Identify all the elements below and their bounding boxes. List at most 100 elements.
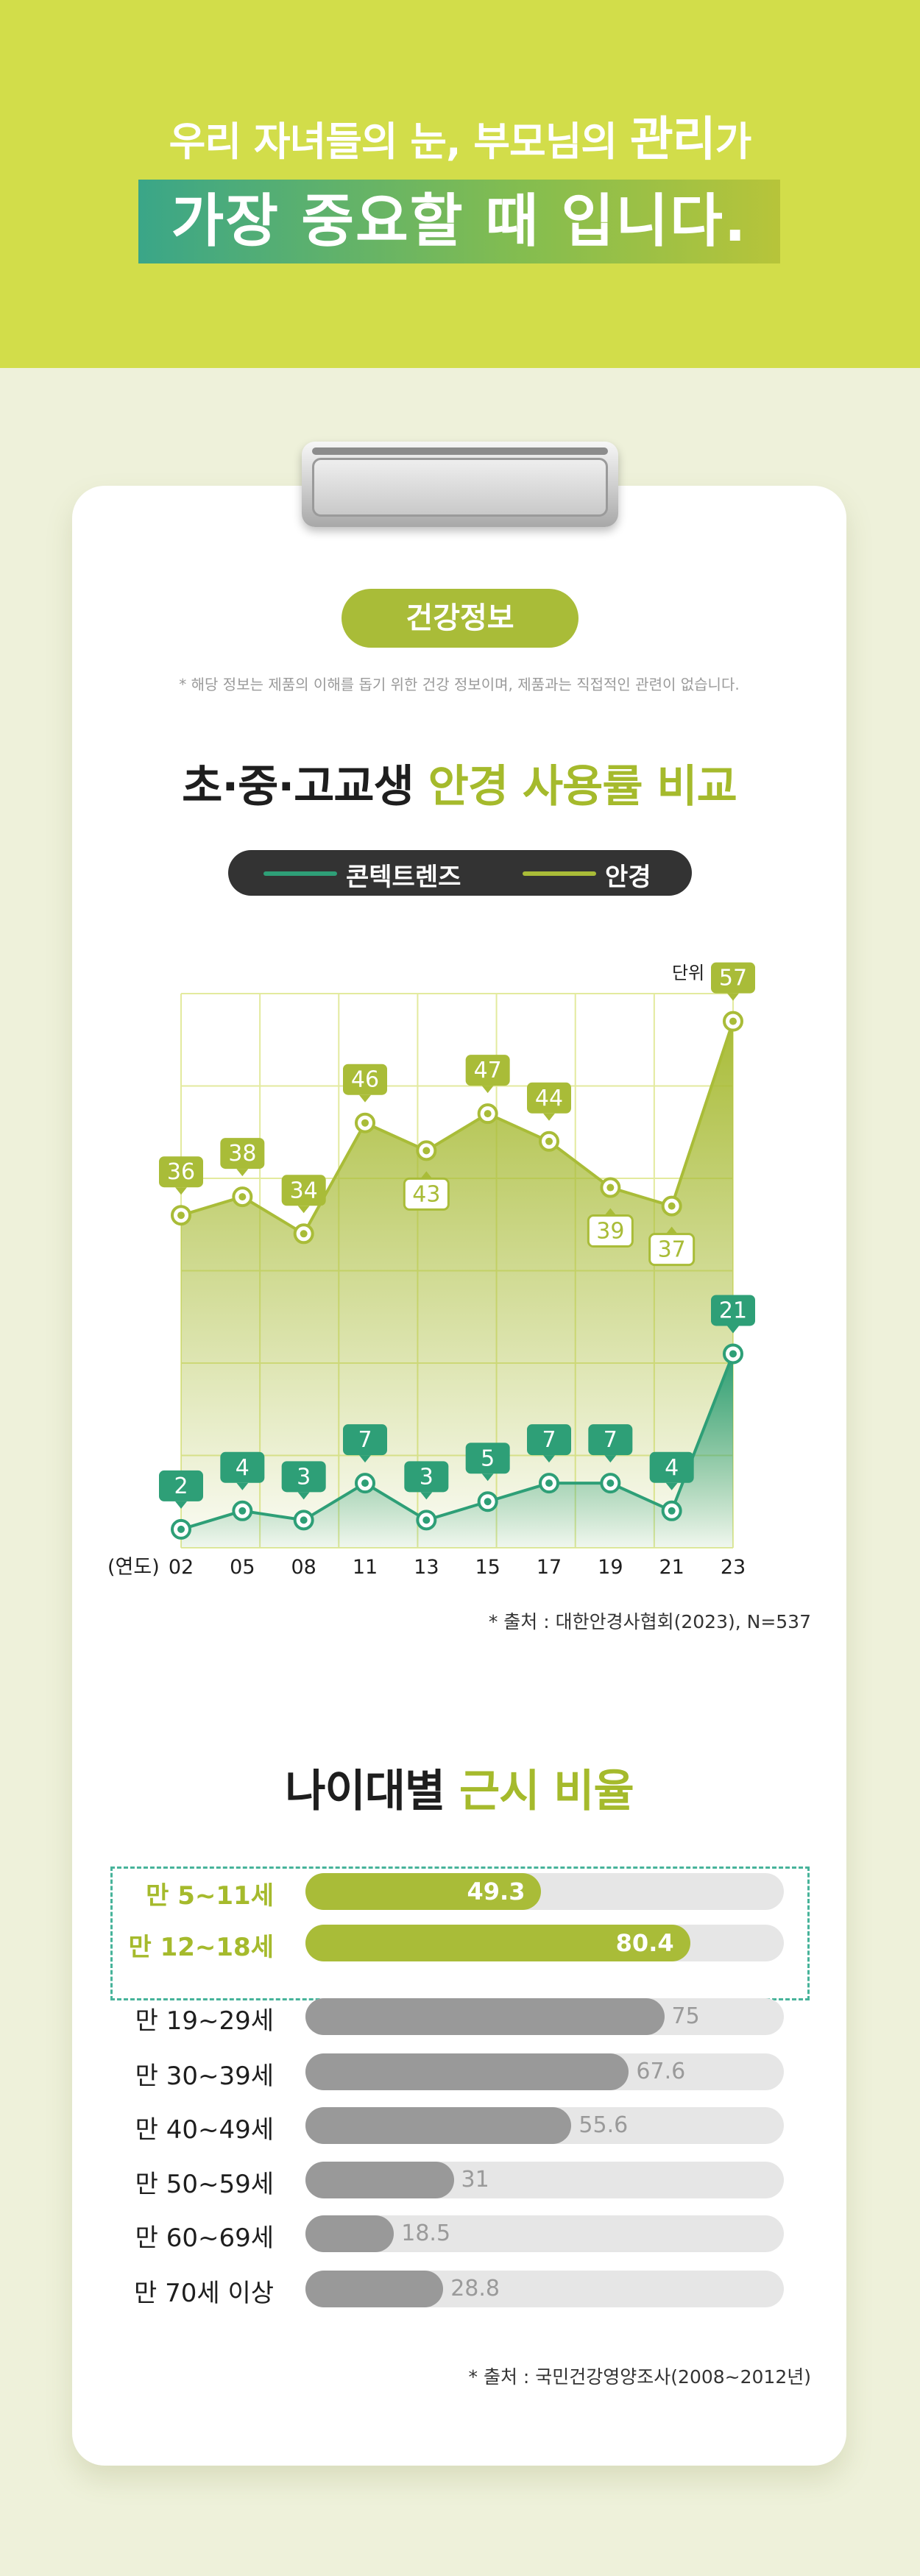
bar-value-label: 67.6 (636, 2059, 686, 2084)
bar-fill (305, 2271, 444, 2307)
bar-fill (305, 2053, 629, 2090)
label-pointer (297, 1206, 310, 1214)
label-pointer (727, 993, 739, 1001)
bar-fill (305, 2162, 454, 2198)
data-label-glasses-text: 39 (596, 1219, 624, 1245)
point-contact-dot (422, 1516, 431, 1524)
data-label-contact-text: 5 (481, 1446, 495, 1471)
x-tick-label: 13 (414, 1556, 439, 1579)
label-box (527, 1424, 571, 1456)
legend-glasses-swatch (523, 871, 596, 876)
label-box (588, 1424, 633, 1456)
bar-chart-title-main: 나이대별 (285, 1766, 459, 1817)
data-label-glasses: 38 (220, 1138, 265, 1177)
label-pointer (481, 1473, 494, 1482)
chart-axis: (연도) 02 05 08 11 13 15 17 19 21 23 (107, 1556, 746, 1579)
header-headline: 우리 자녀들의 눈, 부모님의 관리가 (0, 102, 920, 169)
point-contact-dot (545, 1479, 553, 1487)
label-pointer (236, 1169, 249, 1177)
data-label-glasses: 36 (159, 1156, 203, 1195)
point-contact-dot (361, 1479, 369, 1487)
line-contact (180, 1353, 735, 1531)
label-box (711, 1295, 755, 1326)
bar-chart-title: 나이대별 근시 비율 (72, 1755, 846, 1819)
label-pointer (665, 1226, 678, 1234)
bar-track: 55.6 (305, 2107, 784, 2144)
point-glasses-dot (238, 1193, 247, 1201)
data-label-contact: 5 (465, 1443, 510, 1482)
bar-fill (305, 1873, 542, 1910)
label-box (465, 1443, 510, 1474)
label-box (711, 962, 755, 994)
headline-emphasis: 관리 (629, 113, 716, 167)
label-pointer (359, 1455, 371, 1463)
bar-fill (305, 2107, 572, 2144)
bar-category-label: 만 40~49세 (135, 2115, 274, 2145)
point-contact-dot (668, 1507, 676, 1515)
data-label-contact: 4 (649, 1451, 694, 1490)
data-label-contact-text: 3 (420, 1464, 434, 1490)
label-pointer (665, 1482, 678, 1490)
point-contact-dot (238, 1507, 247, 1515)
data-label-glasses-text: 37 (658, 1237, 686, 1263)
chart-legend: 콘텍트렌즈 안경 (228, 850, 692, 896)
label-box (281, 1461, 326, 1493)
area-contact (181, 1354, 733, 1548)
x-tick-label: 11 (353, 1556, 378, 1579)
bar-value-label: 18.5 (401, 2221, 451, 2246)
bar-value-label: 80.4 (615, 1929, 674, 1957)
line-glasses (180, 1021, 735, 1236)
point-glasses-dot (361, 1119, 369, 1127)
clipboard-clip-bar (312, 447, 608, 455)
x-tick-label: 15 (475, 1556, 500, 1579)
bar-value-label: 75 (671, 2003, 700, 2029)
data-label-contact-text: 4 (236, 1455, 250, 1481)
data-label-contact-text: 21 (719, 1298, 747, 1323)
x-tick-label: 19 (598, 1556, 623, 1579)
data-label-contact: 7 (527, 1424, 571, 1463)
label-pointer (420, 1492, 433, 1500)
data-label-glasses-text: 34 (290, 1178, 318, 1203)
data-label-glasses: 39 (587, 1208, 634, 1248)
data-label-glasses-text: 46 (351, 1067, 379, 1093)
headline-part-1: 우리 자녀들의 눈, 부모님의 (169, 118, 630, 165)
label-box (404, 1461, 449, 1493)
bar-track: 49.3 (305, 1873, 784, 1910)
bar-track: 67.6 (305, 2053, 784, 2090)
x-tick-label: 21 (659, 1556, 684, 1579)
data-label-glasses-text: 36 (167, 1159, 195, 1185)
disclaimer-text: * 해당 정보는 제품의 이해를 돕기 위한 건강 정보이며, 제품과는 직접적… (179, 676, 740, 693)
label-box (159, 1156, 203, 1188)
bar-category-label: 만 60~69세 (135, 2223, 274, 2253)
bar-fill (305, 2215, 394, 2252)
label-box (343, 1424, 387, 1456)
bar-value-label: 49.3 (467, 1878, 526, 1906)
data-label-glasses: 44 (527, 1082, 571, 1121)
data-label-glasses: 37 (648, 1226, 696, 1267)
legend-glasses-label: 안경 (605, 863, 651, 892)
data-label-glasses-text: 38 (228, 1141, 256, 1167)
point-contact-dot (729, 1350, 737, 1358)
bar-track: 18.5 (305, 2215, 784, 2252)
label-box (465, 1055, 510, 1086)
label-box (281, 1175, 326, 1206)
data-label-contact: 21 (711, 1295, 755, 1334)
label-box (527, 1082, 571, 1114)
legend-contact-swatch (263, 871, 337, 876)
bar-value-label: 55.6 (578, 2112, 629, 2138)
bar-category-label: 만 50~59세 (135, 2170, 274, 2199)
data-label-contact: 7 (343, 1424, 387, 1463)
point-glasses-dot (668, 1202, 676, 1210)
headline-part-2: 가 (715, 118, 752, 165)
label-pointer (481, 1086, 494, 1094)
bar-category-label: 만 70세 이상 (134, 2279, 274, 2308)
data-label-contact-text: 2 (174, 1473, 188, 1499)
bar-value-label: 31 (461, 2167, 489, 2193)
x-tick-label: 23 (721, 1556, 746, 1579)
point-contact-dot (606, 1479, 615, 1487)
bar-fill (305, 1998, 665, 2035)
x-axis-prefix: (연도) (107, 1556, 160, 1579)
data-label-contact: 7 (588, 1424, 633, 1463)
